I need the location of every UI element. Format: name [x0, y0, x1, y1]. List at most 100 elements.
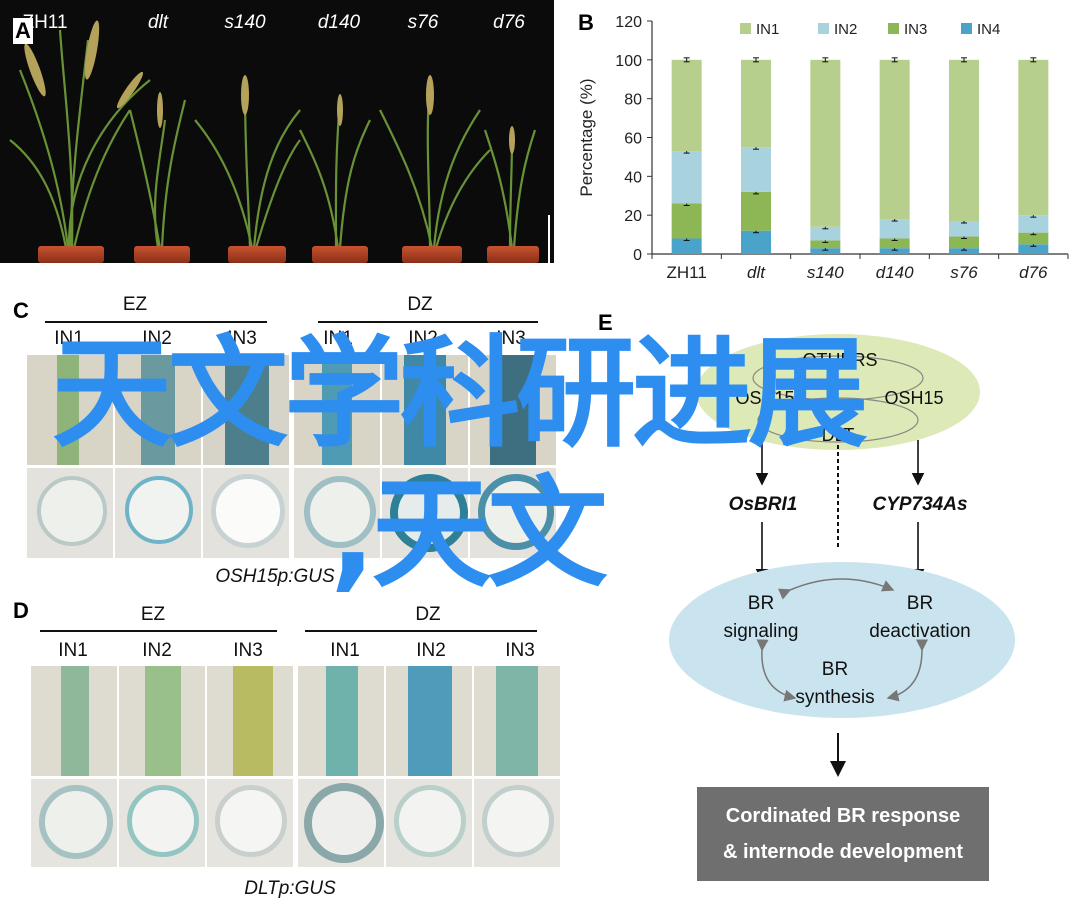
label-others: OTHERS: [802, 350, 878, 370]
tile-c-section-1: [27, 468, 113, 558]
y-tick-label: 0: [633, 247, 642, 264]
label-dlt: DLT: [821, 425, 855, 445]
gene-osbri1: OsBRI1: [728, 494, 798, 515]
col-label-d-in1-dz: IN1: [330, 640, 360, 661]
tile-d-section-3: [207, 779, 293, 867]
label-osh15-right: OSH15: [884, 388, 944, 408]
tile-c-section-4: [294, 468, 380, 558]
tile-c-stem-4: [294, 355, 380, 465]
legend-swatch-in2: [818, 23, 829, 34]
br-deactivation-line2: deactivation: [869, 621, 971, 642]
panel-a-plant-photo: ZH11 dlt s140 d140 s76 d76: [0, 0, 554, 263]
bar-segment-in3: [879, 238, 910, 249]
bar-segment-in2: [1018, 215, 1049, 233]
y-tick-label: 80: [624, 92, 642, 109]
gene-cyp734as: CYP734As: [872, 494, 968, 515]
col-label-c-in2-ez: IN2: [142, 328, 172, 349]
bar-segment-in3: [1018, 232, 1049, 245]
bar-segment-in4: [949, 248, 979, 254]
tile-d-stem-2: [119, 666, 205, 776]
plant-photo-drawing: [9, 20, 550, 263]
bar-segment-in1: [741, 59, 771, 148]
bar-segment-in2: [879, 219, 910, 239]
y-tick-label: 20: [624, 208, 642, 225]
bar-segment-in2: [671, 151, 702, 204]
y-tick-label: 100: [615, 53, 642, 70]
tile-d-section-4: [298, 779, 384, 867]
tile-d-section-6: [474, 779, 560, 867]
br-synthesis-line2: synthesis: [795, 687, 875, 708]
panel-letter-d: D: [13, 598, 29, 623]
bar-segment-in1: [879, 59, 910, 220]
x-tick-label: dlt: [747, 263, 766, 282]
y-tick-label: 40: [624, 169, 642, 186]
col-label-c-in2-dz: IN2: [408, 328, 438, 349]
group-title-ez-d: EZ: [140, 604, 166, 625]
plant-label-d140: d140: [317, 12, 361, 33]
col-label-d-in2-dz: IN2: [416, 640, 446, 661]
bar-segment-in4: [741, 230, 771, 254]
col-label-d-in2-ez: IN2: [142, 640, 172, 661]
plant-label-s76: s76: [407, 12, 439, 33]
label-br-deactivation: BR deactivation: [850, 590, 990, 646]
panel-letter-c: C: [13, 298, 29, 323]
plant-label-zh11: ZH11: [22, 12, 68, 33]
tile-d-section-5: [386, 779, 472, 867]
col-label-d-in1-ez: IN1: [58, 640, 88, 661]
col-label-c-in1-ez: IN1: [54, 328, 84, 349]
col-label-c-in3-dz: IN3: [496, 328, 526, 349]
x-tick-label: s140: [807, 263, 844, 282]
tile-c-section-2: [115, 468, 201, 558]
x-tick-label: d140: [876, 263, 914, 282]
bar-segment-in2: [810, 226, 841, 241]
bar-segment-in2: [949, 220, 979, 237]
caption-d: DLTp:GUS: [244, 878, 336, 899]
tile-c-stem-5: [382, 355, 468, 465]
tile-d-stem-6: [474, 666, 560, 776]
tile-d-stem-4: [298, 666, 384, 776]
tile-d-stem-5: [386, 666, 472, 776]
col-label-c-in3-ez: IN3: [227, 328, 257, 349]
group-title-dz-c: DZ: [407, 294, 433, 315]
bar-segment-in3: [810, 240, 841, 249]
y-axis-label: Percentage (%): [577, 78, 596, 196]
label-osh15-left: OSH15: [735, 388, 795, 408]
panel-letter-e: E: [598, 310, 613, 335]
plant-label-d76: d76: [493, 12, 525, 33]
bar-segment-in3: [949, 236, 979, 249]
col-label-c-in1-dz: IN1: [323, 328, 353, 349]
br-signaling-line2: signaling: [723, 621, 799, 642]
group-rule-ez-d: [40, 630, 277, 632]
br-response-line2: & internode development: [722, 841, 964, 863]
tile-d-section-2: [119, 779, 205, 867]
x-tick-label: d76: [1019, 263, 1048, 282]
plant-label-s140: s140: [224, 12, 266, 33]
bar-segment-in1: [1018, 59, 1049, 216]
legend-label-in4: IN4: [977, 21, 1000, 38]
tile-c-stem-6: [470, 355, 556, 465]
group-rule-dz-d: [305, 630, 537, 632]
col-label-d-in3-dz: IN3: [505, 640, 535, 661]
watermark-line2: ,天文: [330, 465, 608, 604]
legend-swatch-in4: [961, 23, 972, 34]
tile-c-stem-3: [203, 355, 289, 465]
br-response-line1: Cordinated BR response: [725, 805, 961, 827]
col-label-d-in3-ez: IN3: [233, 640, 263, 661]
br-response-box: Cordinated BR response & internode devel…: [697, 787, 989, 881]
tile-c-section-6: [470, 468, 556, 558]
panel-letter-b: B: [578, 10, 594, 35]
legend-swatch-in3: [888, 23, 899, 34]
bar-segment-in1: [810, 59, 841, 227]
x-tick-label: ZH11: [667, 263, 707, 282]
tile-c-stem-2: [115, 355, 201, 465]
legend-swatch-in1: [740, 23, 751, 34]
x-tick-label: s76: [950, 263, 978, 282]
bar-segment-in1: [949, 59, 979, 221]
br-synthesis-line1: BR: [821, 659, 849, 680]
panel-letter-a: A: [13, 18, 33, 44]
legend-label-in3: IN3: [904, 21, 927, 38]
bar-segment-in4: [810, 248, 841, 254]
tile-d-stem-1: [31, 666, 117, 776]
tile-d-stem-3: [207, 666, 293, 776]
